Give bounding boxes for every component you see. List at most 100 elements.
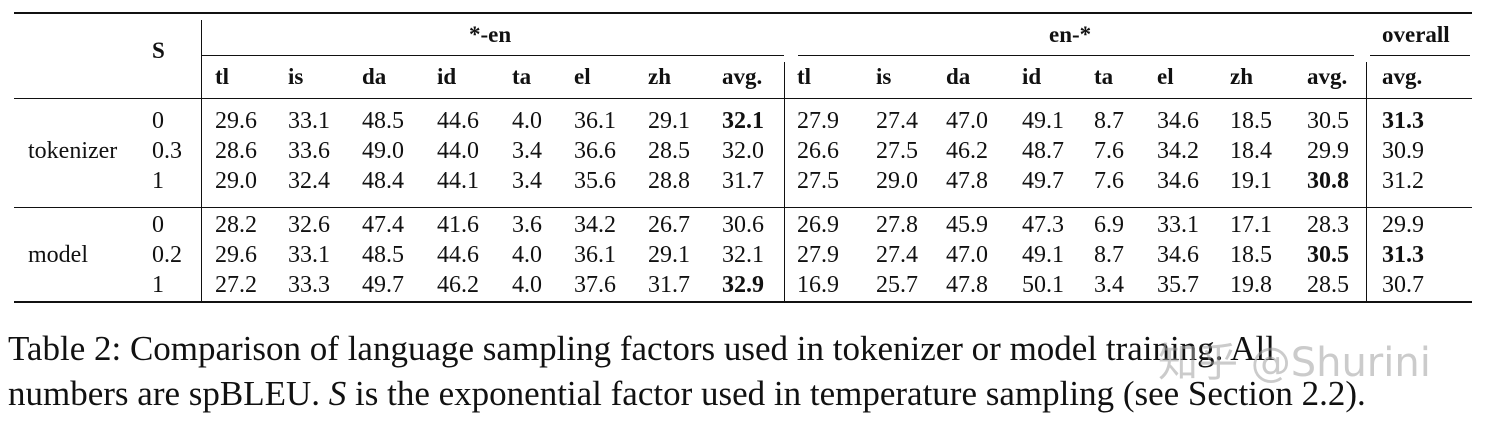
xen-score-cell: 31.7 xyxy=(648,272,690,298)
enx-group-header: en-* xyxy=(1049,22,1092,47)
caption-variable-s: S xyxy=(328,374,347,413)
enx-lang-header-3: id xyxy=(1022,64,1042,89)
xen-score-cell: 26.7 xyxy=(648,212,690,238)
caption-line-2: numbers are spBLEU. S is the exponential… xyxy=(8,371,1490,416)
xen-score-cell: 32.4 xyxy=(288,168,330,194)
enx-score-cell: 28.5 xyxy=(1307,272,1349,298)
xen-score-cell: 48.4 xyxy=(362,168,404,194)
enx-score-cell: 7.6 xyxy=(1094,168,1124,194)
xen-score-cell: 37.6 xyxy=(574,272,616,298)
overall-score-cell: 30.7 xyxy=(1382,272,1424,298)
xen-score-cell: 29.0 xyxy=(215,168,257,194)
enx-score-cell: 27.4 xyxy=(876,242,918,268)
enx-score-cell: 25.7 xyxy=(876,272,918,298)
xen-score-cell: 28.5 xyxy=(648,138,690,164)
enx-score-cell: 3.4 xyxy=(1094,272,1124,298)
enx-score-cell: 19.8 xyxy=(1230,272,1272,298)
enx-lang-header-7: avg. xyxy=(1307,64,1348,89)
enx-score-cell: 18.5 xyxy=(1230,242,1272,268)
xen-score-cell: 32.6 xyxy=(288,212,330,238)
s-value: 0.2 xyxy=(152,242,182,268)
enx-score-cell: 8.7 xyxy=(1094,108,1124,134)
xen-score-cell: 35.6 xyxy=(574,168,616,194)
xen-score-cell: 41.6 xyxy=(437,212,479,238)
xen-score-cell: 3.4 xyxy=(512,138,542,164)
enx-lang-header-1: is xyxy=(876,64,892,89)
xen-score-cell: 36.1 xyxy=(574,108,616,134)
enx-score-cell: 34.2 xyxy=(1157,138,1199,164)
enx-score-cell: 29.9 xyxy=(1307,138,1349,164)
xen-score-cell: 33.6 xyxy=(288,138,330,164)
enx-score-cell: 26.6 xyxy=(797,138,839,164)
s-value: 0.3 xyxy=(152,138,182,164)
xen-lang-header-7: avg. xyxy=(722,64,763,89)
s-column-header: S xyxy=(152,38,165,63)
enx-score-cell: 49.1 xyxy=(1022,108,1064,134)
xen-lang-header-6: zh xyxy=(648,64,671,89)
table-bottom-rule xyxy=(14,301,1472,303)
caption-line-1: Table 2: Comparison of language sampling… xyxy=(8,329,1275,368)
xen-score-cell: 47.4 xyxy=(362,212,404,238)
enx-score-cell: 33.1 xyxy=(1157,212,1199,238)
xen-score-cell: 4.0 xyxy=(512,272,542,298)
section-label-model: model xyxy=(28,242,88,268)
enx-score-cell: 45.9 xyxy=(946,212,988,238)
xen-score-cell: 49.0 xyxy=(362,138,404,164)
xen-score-cell: 48.5 xyxy=(362,242,404,268)
enx-score-cell: 47.0 xyxy=(946,242,988,268)
xen-score-cell: 32.0 xyxy=(722,138,764,164)
xen-score-cell: 32.9 xyxy=(722,272,764,298)
xen-score-cell: 29.6 xyxy=(215,108,257,134)
xen-score-cell: 49.7 xyxy=(362,272,404,298)
table-caption: Table 2: Comparison of language sampling… xyxy=(8,326,1490,416)
xen-score-cell: 32.1 xyxy=(722,242,764,268)
xen-lang-header-0: tl xyxy=(215,64,230,89)
enx-score-cell: 17.1 xyxy=(1230,212,1272,238)
enx-lang-header-0: tl xyxy=(797,64,812,89)
enx-lang-header-2: da xyxy=(946,64,971,89)
header-bottom-rule xyxy=(14,98,1472,99)
enx-score-cell: 27.5 xyxy=(876,138,918,164)
xen-score-cell: 33.1 xyxy=(288,242,330,268)
enx-score-cell: 46.2 xyxy=(946,138,988,164)
enx-score-cell: 27.8 xyxy=(876,212,918,238)
xen-score-cell: 34.2 xyxy=(574,212,616,238)
enx-score-cell: 30.8 xyxy=(1307,168,1349,194)
enx-score-cell: 30.5 xyxy=(1307,108,1349,134)
enx-score-cell: 47.0 xyxy=(946,108,988,134)
enx-score-cell: 27.9 xyxy=(797,108,839,134)
xen-score-cell: 28.2 xyxy=(215,212,257,238)
overall-score-cell: 30.9 xyxy=(1382,138,1424,164)
section-divider-rule xyxy=(14,207,1472,208)
enx-score-cell: 27.5 xyxy=(797,168,839,194)
watermark: 知乎 @Shurini xyxy=(1158,340,1431,386)
xen-score-cell: 29.1 xyxy=(648,242,690,268)
xen-score-cell: 48.5 xyxy=(362,108,404,134)
xen-lang-header-5: el xyxy=(574,64,591,89)
enx-score-cell: 34.6 xyxy=(1157,242,1199,268)
xen-group-rule xyxy=(202,55,784,56)
vrule-s-divider xyxy=(201,20,202,301)
enx-score-cell: 35.7 xyxy=(1157,272,1199,298)
xen-score-cell: 31.7 xyxy=(722,168,764,194)
xen-group-header: *-en xyxy=(469,22,512,47)
enx-score-cell: 28.3 xyxy=(1307,212,1349,238)
enx-score-cell: 47.8 xyxy=(946,168,988,194)
enx-score-cell: 26.9 xyxy=(797,212,839,238)
xen-score-cell: 28.6 xyxy=(215,138,257,164)
enx-lang-header-6: zh xyxy=(1230,64,1253,89)
overall-avg-header: avg. xyxy=(1382,64,1423,89)
overall-score-cell: 31.3 xyxy=(1382,108,1424,134)
s-value: 1 xyxy=(152,272,164,298)
enx-score-cell: 18.5 xyxy=(1230,108,1272,134)
xen-score-cell: 30.6 xyxy=(722,212,764,238)
xen-lang-header-2: da xyxy=(362,64,387,89)
enx-score-cell: 34.6 xyxy=(1157,108,1199,134)
section-label-tokenizer: tokenizer xyxy=(28,138,118,164)
enx-score-cell: 30.5 xyxy=(1307,242,1349,268)
overall-score-cell: 29.9 xyxy=(1382,212,1424,238)
enx-score-cell: 27.4 xyxy=(876,108,918,134)
xen-score-cell: 36.6 xyxy=(574,138,616,164)
enx-score-cell: 47.3 xyxy=(1022,212,1064,238)
enx-score-cell: 48.7 xyxy=(1022,138,1064,164)
